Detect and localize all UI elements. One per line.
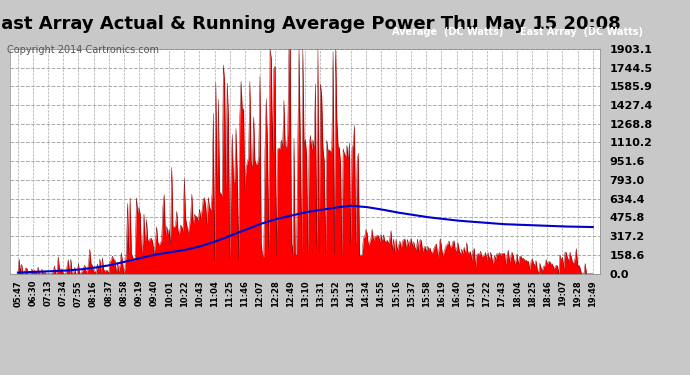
Text: Copyright 2014 Cartronics.com: Copyright 2014 Cartronics.com [7,45,159,55]
Text: Average  (DC Watts): Average (DC Watts) [392,27,503,37]
Text: East Array  (DC Watts): East Array (DC Watts) [520,27,642,37]
Text: East Array Actual & Running Average Power Thu May 15 20:08: East Array Actual & Running Average Powe… [0,15,621,33]
